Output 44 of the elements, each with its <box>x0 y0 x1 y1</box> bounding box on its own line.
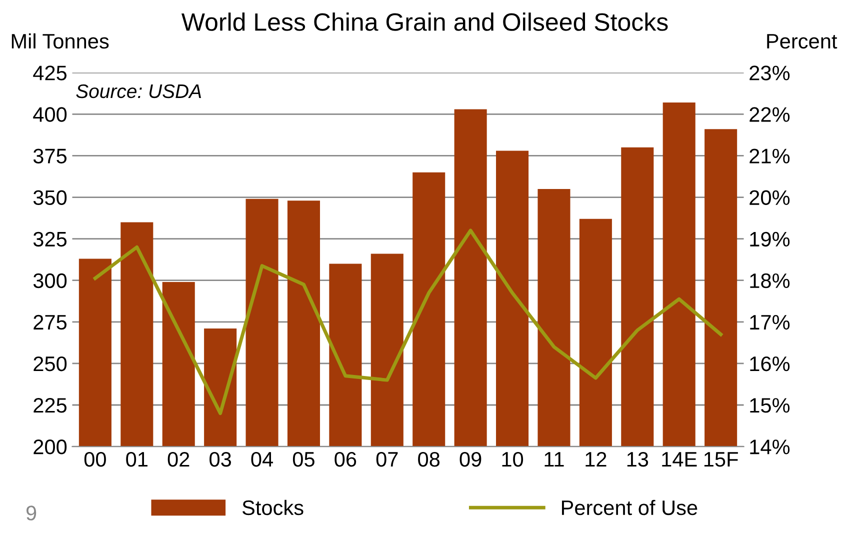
y-tick-label: 300 <box>33 273 67 288</box>
chart-title: World Less China Grain and Oilseed Stocks <box>181 12 668 31</box>
x-tick-label: 07 <box>376 452 398 467</box>
y2-tick-label: 14% <box>750 440 790 454</box>
x-tick-label: 15F <box>704 452 738 467</box>
y2-tick-label: 18% <box>750 273 790 288</box>
y-tick-label: 275 <box>34 314 67 330</box>
x-tick-label: 13 <box>627 452 648 467</box>
line-series <box>93 228 723 416</box>
y2-tick-label: 19% <box>750 232 790 247</box>
y-tick-label: 425 <box>33 66 67 80</box>
x-tick-label: 02 <box>168 452 190 467</box>
y-tick-label: 325 <box>33 232 67 247</box>
x-tick-label: 03 <box>210 452 231 467</box>
y-tick-label: 350 <box>33 190 67 206</box>
x-tick-label: 14E <box>662 452 697 466</box>
x-tick-label: 04 <box>251 452 273 467</box>
y2-tick-label: 22% <box>750 107 790 122</box>
y-tick-label: 375 <box>33 148 67 164</box>
legend-label: Percent of Use <box>562 500 698 516</box>
y2-tick-label: 23% <box>750 66 790 80</box>
x-tick-label: 10 <box>502 452 524 467</box>
x-tick-label: 05 <box>292 452 314 467</box>
x-tick-label: 01 <box>126 452 148 467</box>
y-tick-label: 250 <box>34 356 67 372</box>
y2-tick-label: 17% <box>750 314 790 330</box>
x-tick-label: 11 <box>544 452 564 466</box>
y-tick-label: 200 <box>34 440 67 454</box>
text: 9 <box>26 506 36 520</box>
annotation: Source: USDA <box>76 84 201 98</box>
x-tick-label: 08 <box>418 452 440 467</box>
x-tick-label: 00 <box>84 452 106 467</box>
y2-tick-label: 16% <box>750 356 790 372</box>
y2-tick-label: 15% <box>750 398 790 413</box>
x-tick-label: 06 <box>334 452 356 467</box>
y2-axis-title: Percent <box>767 34 838 49</box>
x-tick-label: 12 <box>586 452 606 466</box>
y-tick-label: 225 <box>34 398 67 413</box>
legend-label: Stocks <box>242 500 304 516</box>
y2-tick-label: 21% <box>750 148 790 164</box>
x-tick-label: 09 <box>460 452 482 467</box>
y2-tick-label: 20% <box>750 190 790 206</box>
y-axis-title: Mil Tonnes <box>12 33 109 49</box>
y-tick-label: 400 <box>33 107 67 122</box>
